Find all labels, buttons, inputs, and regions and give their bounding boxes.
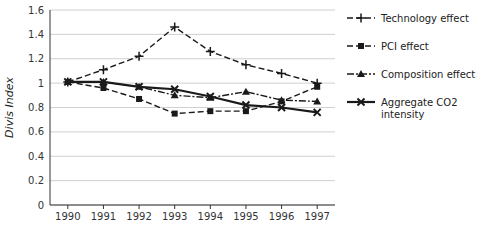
y-tick-label: 0 (38, 200, 44, 211)
legend-label-line: intensity (381, 109, 424, 120)
x-tick (174, 205, 175, 209)
y-tick-label: 0.2 (28, 175, 44, 186)
grid-line (50, 180, 335, 181)
x-tick-label: 1990 (55, 211, 80, 222)
line (68, 27, 317, 83)
chart: 0 0.2 0.4 0.6 0.8 1 1.2 1.4 1.6 1990 1991 1992 1993 1… (0, 0, 500, 229)
legend-label: PCI effect (381, 41, 429, 52)
legend-marker (357, 70, 365, 77)
marker (136, 96, 142, 102)
legend-item: Composition effect (347, 69, 475, 80)
marker (243, 108, 249, 114)
legend-label-line: PCI effect (381, 41, 429, 52)
grid-line (50, 131, 335, 132)
y-tick-label: 0.6 (28, 126, 44, 137)
series (65, 79, 320, 117)
marker (241, 60, 250, 69)
marker (100, 85, 106, 91)
grid-line (50, 10, 335, 11)
series (64, 78, 321, 105)
legend-item: PCI effect (347, 41, 429, 52)
grid-line (50, 156, 335, 157)
y-tick-label: 0.4 (28, 151, 44, 162)
marker (207, 93, 214, 100)
x-tick-label: 1995 (233, 211, 258, 222)
marker (277, 69, 286, 78)
x-tick-label: 1997 (304, 211, 329, 222)
grid (50, 10, 335, 205)
legend-label: Aggregate CO2intensity (381, 97, 458, 120)
x-tick-label: 1991 (91, 211, 116, 222)
y-tick-label: 1.2 (28, 53, 44, 64)
grid-line (50, 34, 335, 35)
x-tick (210, 205, 211, 209)
marker (206, 47, 215, 56)
marker (99, 65, 108, 74)
legend-marker (358, 99, 365, 106)
marker (172, 111, 178, 117)
grid-line (50, 205, 335, 206)
legend: Technology effect PCI effect Composition e… (347, 13, 475, 120)
legend-label: Technology effect (380, 13, 469, 24)
marker (314, 84, 320, 90)
x-tick (317, 205, 318, 209)
legend-label-line: Aggregate CO2 (381, 97, 458, 108)
marker (135, 52, 144, 61)
legend-marker (358, 43, 364, 49)
marker (314, 109, 321, 116)
marker (207, 108, 213, 114)
x-tick (67, 205, 68, 209)
x-tick-label: 1992 (126, 211, 151, 222)
legend-item: Aggregate CO2intensity (347, 97, 458, 120)
marker (242, 102, 249, 109)
legend-label-line: Technology effect (380, 13, 469, 24)
x-tick (245, 205, 246, 209)
marker (313, 97, 321, 104)
marker (136, 83, 143, 90)
series (63, 23, 321, 88)
legend-label: Composition effect (381, 69, 475, 80)
legend-label-line: Composition effect (381, 69, 475, 80)
marker (64, 78, 71, 85)
x-tick (281, 205, 282, 209)
grid-line (50, 58, 335, 59)
y-axis-label: Divis Index (3, 77, 16, 138)
x-tick (139, 205, 140, 209)
y-tick-label: 1.4 (28, 29, 44, 40)
line (68, 82, 317, 114)
x-tick-label: 1993 (162, 211, 187, 222)
grid-line (50, 107, 335, 108)
data (63, 23, 321, 117)
y-tick-label: 0.8 (28, 102, 44, 113)
series (64, 78, 320, 115)
x-tick-label: 1994 (198, 211, 223, 222)
legend-item: Technology effect (347, 13, 469, 24)
marker (278, 96, 286, 103)
y-axis (50, 10, 51, 205)
x-axis (50, 205, 335, 206)
marker (100, 78, 107, 85)
y-tick-label: 1 (38, 78, 44, 89)
marker (242, 88, 250, 95)
legend-marker (357, 14, 366, 23)
line (68, 82, 317, 112)
marker (278, 104, 285, 111)
marker (170, 23, 179, 32)
x-tick (103, 205, 104, 209)
x-tick-label: 1996 (269, 211, 294, 222)
y-tick-label: 1.6 (28, 5, 44, 16)
marker (171, 86, 178, 93)
